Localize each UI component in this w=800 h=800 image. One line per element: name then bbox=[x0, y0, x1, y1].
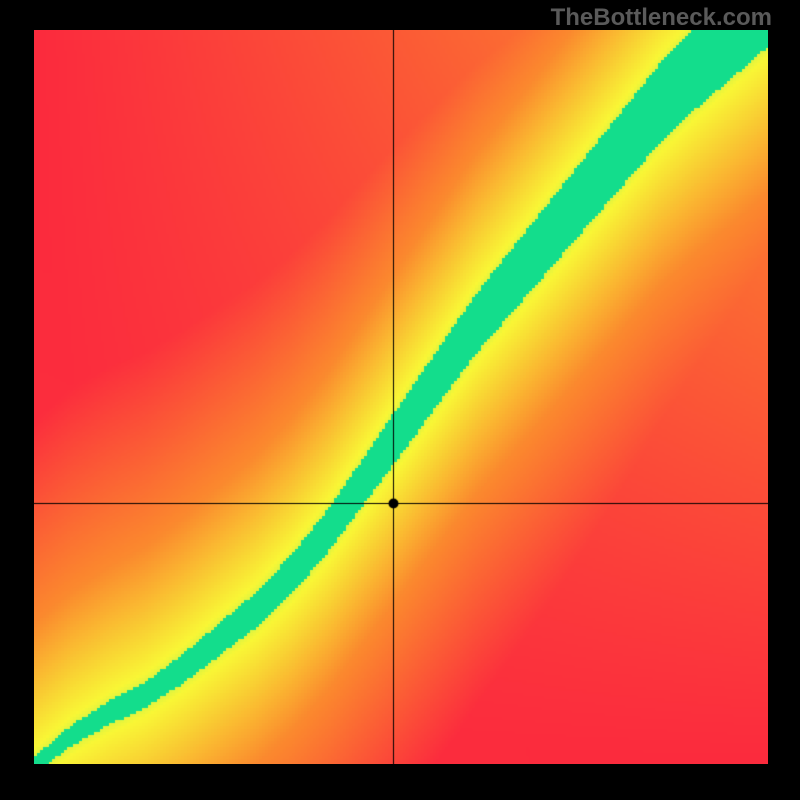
watermark-text: TheBottleneck.com bbox=[551, 4, 772, 32]
bottleneck-heatmap bbox=[34, 30, 768, 764]
